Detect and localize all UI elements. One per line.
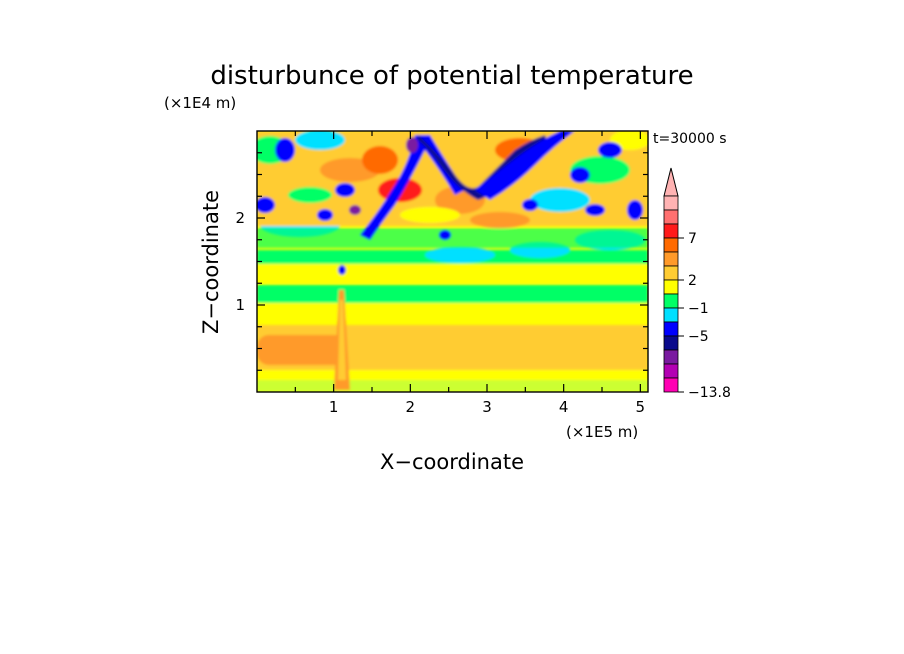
- colorbar: 7 2 −1 −5 −13.8: [663, 167, 731, 401]
- colorbar-swatch: [663, 321, 679, 337]
- colorbar-swatch: [663, 349, 679, 365]
- colorbar-swatch: [663, 209, 679, 225]
- colorbar-swatch: [663, 377, 679, 393]
- x-axis-label: X−coordinate: [380, 450, 524, 474]
- colorbar-swatch: [663, 237, 679, 253]
- x-unit-label: (×1E5 m): [566, 423, 638, 441]
- heatmap-field: [257, 131, 648, 392]
- y-unit-label: (×1E4 m): [164, 94, 236, 112]
- y-axis-label: Z−coordinate: [199, 190, 223, 334]
- x-tick-label: 5: [636, 398, 646, 416]
- colorbar-swatch: [663, 265, 679, 281]
- colorbar-swatch: [663, 279, 679, 295]
- colorbar-label: −5: [688, 329, 709, 345]
- y-axis: 12: [235, 152, 648, 371]
- y-tick-label: 1: [235, 296, 245, 314]
- x-axis: 1 2 3 4 5: [294, 131, 646, 416]
- colorbar-label: 2: [688, 273, 697, 289]
- chart-title: disturbunce of potential temperature: [210, 61, 693, 91]
- x-tick-label: 3: [482, 398, 492, 416]
- colorbar-extend-arrow: [663, 167, 679, 197]
- colorbar-label: −13.8: [688, 385, 731, 401]
- colorbar-swatch: [663, 223, 679, 239]
- colorbar-swatch: [663, 335, 679, 351]
- colorbar-swatch: [663, 307, 679, 323]
- x-tick-label: 4: [559, 398, 569, 416]
- colorbar-swatch: [663, 293, 679, 309]
- colorbar-swatch: [663, 363, 679, 379]
- x-tick-label: 1: [329, 398, 339, 416]
- colorbar-swatch: [663, 195, 679, 211]
- colorbar-label: −1: [688, 301, 709, 317]
- colorbar-label: 7: [688, 231, 697, 247]
- x-tick-label: 2: [406, 398, 416, 416]
- y-tick-label: 2: [235, 209, 245, 227]
- time-label: t=30000 s: [653, 131, 727, 147]
- colorbar-swatch: [663, 251, 679, 267]
